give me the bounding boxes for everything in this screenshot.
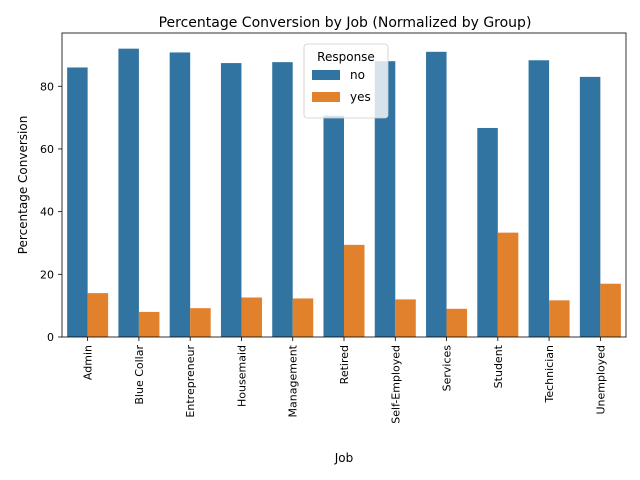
bar-no-management [272, 62, 293, 337]
bar-yes-unemployed [600, 283, 621, 337]
bar-yes-housemaid [241, 297, 262, 337]
bar-no-services [426, 51, 447, 337]
bar-yes-blue-collar [138, 311, 160, 337]
bar-no-admin [67, 67, 88, 337]
legend-label-no: no [350, 68, 365, 82]
x-tick-label: Services [441, 345, 454, 392]
legend-label-yes: yes [350, 90, 371, 104]
legend-swatch-yes [312, 92, 340, 102]
x-tick-label: Admin [82, 345, 95, 380]
bar-yes-technician [549, 300, 570, 337]
bar-no-blue-collar [118, 48, 139, 337]
bar-no-housemaid [220, 63, 242, 337]
y-tick-label: 80 [40, 80, 54, 93]
bar-yes-student [497, 232, 519, 337]
bar-no-retired [323, 115, 344, 337]
bar-no-entrepreneur [169, 52, 191, 337]
legend-swatch-no [312, 70, 340, 80]
y-tick-label: 0 [47, 331, 54, 344]
x-tick-label: Student [492, 344, 505, 388]
bar-yes-retired [344, 244, 365, 337]
x-axis-label: Job [334, 451, 354, 465]
bar-yes-management [292, 298, 314, 337]
x-tick-label: Entrepreneur [184, 345, 197, 418]
y-tick-label: 20 [40, 268, 54, 281]
x-axis: Admin Blue Collar Entrepreneur Housemaid Man… [82, 337, 607, 424]
bar-no-student [477, 127, 498, 338]
bar-no-unemployed [579, 76, 601, 338]
legend-items: no yes [312, 68, 371, 104]
y-tick-label: 40 [40, 206, 54, 219]
x-tick-label: Technician [543, 345, 556, 404]
legend: Response no yes [303, 43, 389, 119]
bar-yes-entrepreneur [190, 308, 211, 337]
y-tick-label: 60 [40, 143, 54, 156]
bar-yes-self-employed [395, 299, 416, 337]
x-tick-label: Housemaid [235, 345, 248, 407]
bar-yes-services [446, 308, 468, 337]
x-tick-label: Unemployed [594, 345, 607, 415]
y-axis: 0 20 40 60 80 [40, 80, 62, 344]
y-axis-label: Percentage Conversion [16, 116, 30, 255]
bar-no-technician [528, 60, 550, 337]
chart-title: Percentage Conversion by Job (Normalized… [159, 15, 532, 31]
plot-frame [61, 32, 627, 338]
x-tick-label: Self-Employed [389, 345, 402, 424]
x-tick-label: Retired [338, 345, 351, 384]
bars-group [67, 48, 621, 338]
bar-yes-admin [87, 293, 109, 337]
x-tick-label: Blue Collar [133, 345, 146, 405]
legend-title: Response [317, 50, 375, 64]
x-tick-label: Management [287, 344, 300, 417]
bar-no-self-employed [374, 61, 396, 338]
